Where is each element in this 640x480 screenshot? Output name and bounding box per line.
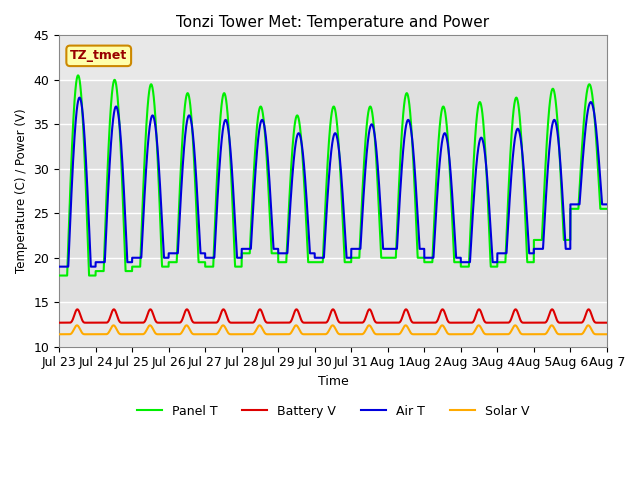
Air T xyxy=(456,255,463,261)
Air T xyxy=(154,147,161,153)
Text: TZ_tmet: TZ_tmet xyxy=(70,49,127,62)
Solar V xyxy=(602,331,610,337)
Solar V xyxy=(456,331,463,337)
Battery V xyxy=(487,320,495,325)
Air T xyxy=(602,202,610,207)
Title: Tonzi Tower Met: Temperature and Power: Tonzi Tower Met: Temperature and Power xyxy=(177,15,490,30)
Panel T xyxy=(602,206,610,212)
Line: Solar V: Solar V xyxy=(59,325,607,334)
Solar V xyxy=(55,331,63,337)
Solar V xyxy=(603,331,611,337)
Panel T xyxy=(313,259,321,265)
Panel T xyxy=(603,206,611,212)
Air T xyxy=(487,229,495,235)
Y-axis label: Temperature (C) / Power (V): Temperature (C) / Power (V) xyxy=(15,108,28,273)
Battery V xyxy=(602,320,610,325)
Panel T xyxy=(154,157,161,163)
Air T xyxy=(426,255,433,261)
Solar V xyxy=(154,331,161,337)
Panel T xyxy=(74,72,82,78)
Battery V xyxy=(55,320,63,325)
Battery V xyxy=(74,306,81,312)
Line: Panel T: Panel T xyxy=(59,75,607,276)
Air T xyxy=(76,95,83,100)
Battery V xyxy=(603,320,611,325)
Battery V xyxy=(313,320,321,325)
Panel T xyxy=(426,259,433,265)
Air T xyxy=(313,255,321,261)
Panel T xyxy=(55,273,63,278)
Solar V xyxy=(487,331,495,337)
Legend: Panel T, Battery V, Air T, Solar V: Panel T, Battery V, Air T, Solar V xyxy=(132,400,534,423)
Solar V xyxy=(73,323,81,328)
Air T xyxy=(55,264,63,270)
Bar xyxy=(59,80,607,302)
Battery V xyxy=(426,320,433,325)
Line: Battery V: Battery V xyxy=(59,309,607,323)
Line: Air T: Air T xyxy=(59,97,607,267)
X-axis label: Time: Time xyxy=(317,375,348,388)
Panel T xyxy=(456,259,463,265)
Battery V xyxy=(154,320,161,325)
Panel T xyxy=(487,264,495,270)
Solar V xyxy=(313,331,321,337)
Solar V xyxy=(426,331,433,337)
Air T xyxy=(603,202,611,207)
Battery V xyxy=(456,320,463,325)
